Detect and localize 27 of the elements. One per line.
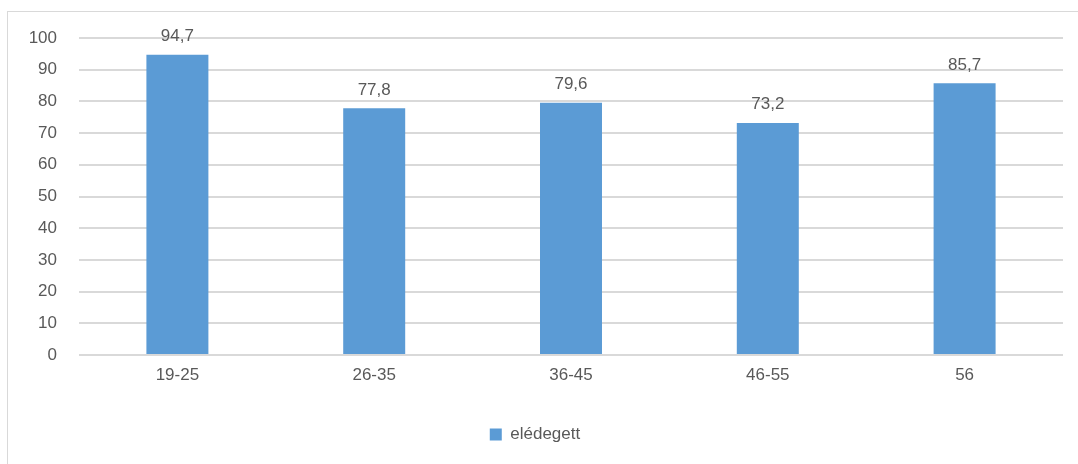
data-label: 73,2: [751, 94, 785, 114]
x-tick-label: 36-45: [549, 364, 593, 384]
data-label: 77,8: [357, 79, 391, 99]
y-tick-label: 50: [38, 186, 57, 206]
data-label: 79,6: [554, 73, 588, 93]
y-tick-label: 90: [38, 59, 57, 79]
y-tick-label: 60: [38, 154, 57, 174]
y-tick-label: 80: [38, 91, 57, 111]
y-tick-label: 70: [38, 122, 57, 142]
bar: [540, 102, 602, 354]
x-tick-label: 46-55: [746, 364, 790, 384]
y-tick-label: 40: [38, 217, 57, 237]
legend-label: elédegett: [510, 424, 581, 444]
x-tick-label: 56: [955, 364, 975, 384]
bar: [933, 83, 996, 354]
bar: [343, 108, 406, 354]
bar: [146, 54, 209, 354]
x-tick-label: 26-35: [352, 364, 396, 384]
y-tick-label: 30: [38, 249, 57, 269]
y-tick-label: 20: [38, 281, 57, 301]
y-tick-label: 100: [28, 27, 57, 47]
y-tick-label: 0: [47, 344, 57, 364]
data-label: 85,7: [948, 54, 982, 74]
data-label: 94,7: [160, 25, 194, 45]
x-tick-label: 19-25: [155, 364, 200, 384]
bar: [736, 122, 799, 354]
y-tick-label: 10: [38, 312, 57, 332]
